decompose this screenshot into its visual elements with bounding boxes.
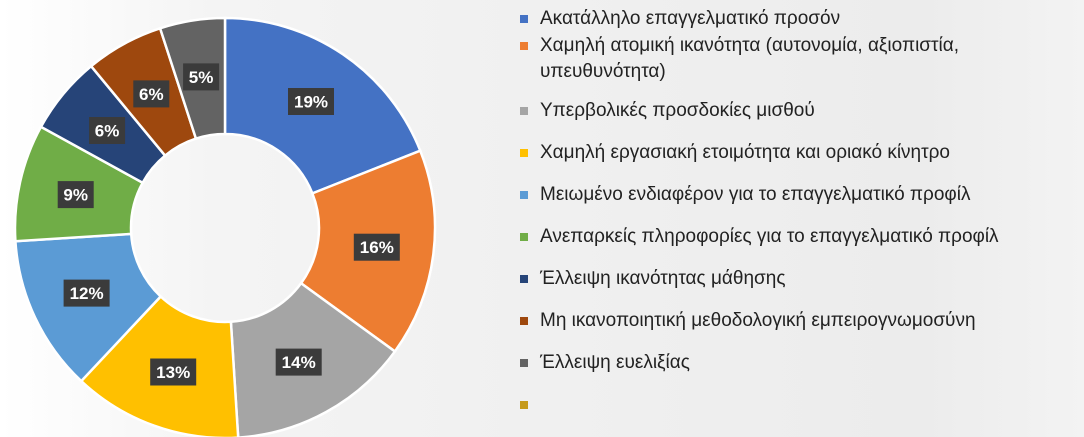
legend-swatch-8: [520, 317, 528, 325]
data-label-text-2: 16%: [360, 238, 394, 257]
legend-label-6: Ανεπαρκείς πληροφορίες για το επαγγελματ…: [540, 226, 999, 247]
data-label-box-2: [353, 233, 400, 261]
legend-label-4: Χαμηλή εργασιακή ετοιμότητα και οριακό κ…: [540, 142, 950, 163]
legend-label-9: Έλλειψη ευελιξίας: [540, 352, 690, 373]
legend-item-5: Μειωμένο ενδιαφέρον για το επαγγελματικό…: [516, 182, 1084, 208]
legend-item-9: Έλλειψη ευελιξίας: [516, 350, 1084, 376]
legend-swatch-9: [520, 359, 528, 367]
legend-swatch-5: [520, 191, 528, 199]
legend-item-7: Έλλειψη ικανότητας μάθησης: [516, 266, 1084, 292]
data-label-box-4: [150, 358, 197, 386]
legend-label-2: Χαμηλή ατομική ικανότητα (αυτονομία, αξι…: [540, 35, 960, 82]
data-label-7: 6%: [89, 117, 126, 144]
data-label-box-7: [89, 117, 126, 144]
chart-legend: Ακατάλληλο επαγγελματικό προσόν Χαμηλή α…: [516, 6, 1084, 409]
legend-item-2: Χαμηλή ατομική ικανότητα (αυτονομία, αξι…: [516, 33, 1084, 85]
donut-chart-svg: 19% 16% 14% 13% 12% 9% 6% 6% 5%: [13, 16, 437, 437]
data-label-box-3: [275, 348, 322, 376]
data-label-6: 9%: [57, 181, 94, 209]
legend-item-1: Ακατάλληλο επαγγελματικό προσόν: [516, 6, 1084, 32]
data-label-box-1: [288, 88, 334, 115]
legend-swatch-1: [520, 15, 528, 23]
legend-item-8: Μη ικανοποιητική μεθοδολογική εμπειρογνω…: [516, 308, 1084, 334]
legend-item-3: Υπερβολικές προσδοκίες μισθού: [516, 98, 1084, 124]
data-label-9: 5%: [183, 63, 220, 91]
data-label-text-4: 13%: [156, 363, 190, 382]
data-label-8: 6%: [133, 80, 170, 108]
data-label-text-5: 12%: [70, 284, 104, 303]
donut-slice-5: [14, 232, 163, 383]
data-label-box-9: [183, 63, 220, 91]
legend-label-3: Υπερβολικές προσδοκίες μισθού: [540, 100, 815, 121]
data-label-1: 19%: [288, 88, 334, 115]
data-label-text-3: 14%: [282, 353, 316, 372]
legend-swatch-4: [520, 149, 528, 157]
donut-chart: 19% 16% 14% 13% 12% 9% 6% 6% 5%: [0, 0, 500, 437]
data-label-text-8: 6%: [139, 85, 164, 104]
data-label-2: 16%: [353, 233, 400, 261]
data-label-5: 12%: [63, 279, 110, 307]
legend-item-4: Χαμηλή εργασιακή ετοιμότητα και οριακό κ…: [516, 140, 1084, 166]
legend-label-1: Ακατάλληλο επαγγελματικό προσόν: [540, 8, 841, 29]
legend-swatch-10: [520, 401, 528, 409]
legend-label-8: Μη ικανοποιητική μεθοδολογική εμπειρογνω…: [540, 310, 976, 331]
data-label-text-9: 5%: [189, 68, 214, 87]
legend-swatch-6: [520, 233, 528, 241]
data-label-box-5: [63, 279, 110, 307]
legend-label-5: Μειωμένο ενδιαφέρον για το επαγγελματικό…: [540, 184, 971, 205]
legend-swatch-3: [520, 107, 528, 115]
data-label-text-1: 19%: [294, 93, 328, 112]
legend-label-7: Έλλειψη ικανότητας μάθησης: [540, 268, 786, 289]
legend-swatch-7: [520, 275, 528, 283]
legend-item-6: Ανεπαρκείς πληροφορίες για το επαγγελματ…: [516, 224, 1084, 250]
data-label-3: 14%: [275, 348, 322, 376]
data-label-text-7: 6%: [95, 122, 120, 141]
legend-swatch-2: [520, 42, 528, 50]
data-label-text-6: 9%: [63, 186, 88, 205]
data-label-box-6: [57, 181, 94, 209]
data-label-box-8: [133, 80, 170, 108]
data-label-4: 13%: [150, 358, 197, 386]
